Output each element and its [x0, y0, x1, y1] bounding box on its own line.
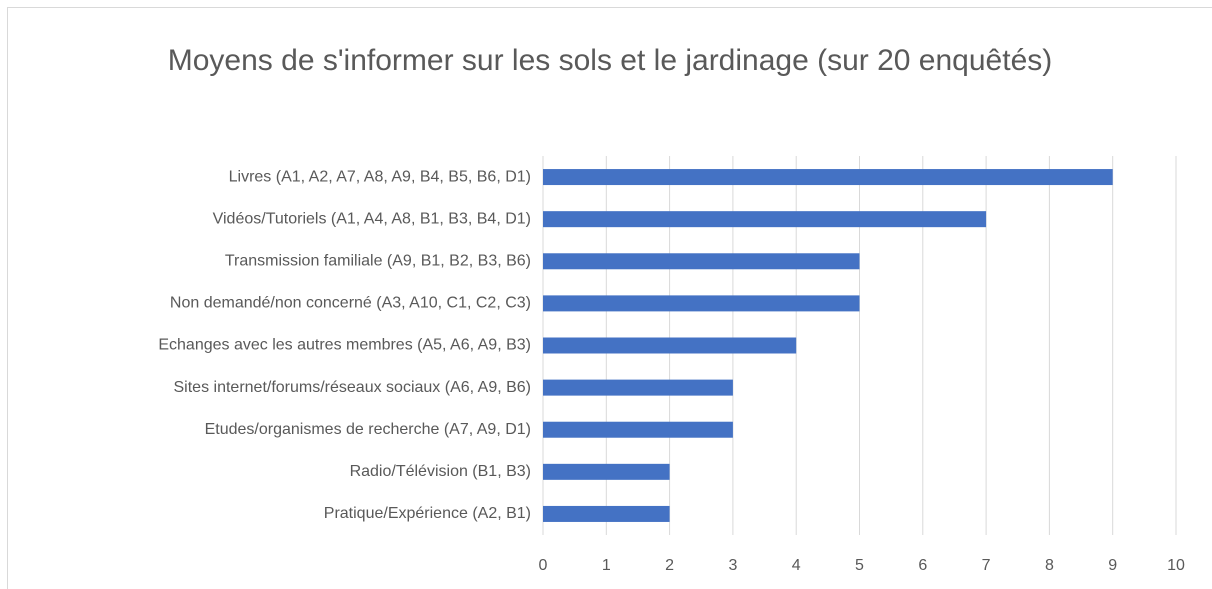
- chart-frame: [7, 7, 1212, 589]
- y-tick-label: Sites internet/forums/réseaux sociaux (A…: [174, 379, 532, 396]
- y-tick-label: Radio/Télévision (B1, B3): [350, 463, 531, 480]
- y-tick-label: Livres (A1, A2, A7, A8, A9, B4, B5, B6, …: [229, 168, 531, 185]
- x-tick-label: 3: [728, 557, 737, 574]
- bar: [543, 253, 860, 270]
- x-tick-label: 7: [982, 557, 991, 574]
- y-tick-label: Echanges avec les autres membres (A5, A6…: [158, 337, 531, 354]
- bar: [543, 211, 987, 228]
- x-tick-label: 4: [792, 557, 801, 574]
- chart-title: Moyens de s'informer sur les sols et le …: [167, 44, 1053, 77]
- bar: [543, 421, 733, 438]
- bar: [543, 463, 670, 480]
- x-tick-label: 1: [602, 557, 611, 574]
- x-tick-label: 9: [1108, 557, 1117, 574]
- bar: [543, 169, 1113, 186]
- x-tick-label: 8: [1045, 557, 1054, 574]
- bar: [543, 295, 860, 312]
- x-tick-label: 2: [665, 557, 674, 574]
- y-tick-label: Non demandé/non concerné (A3, A10, C1, C…: [170, 295, 531, 312]
- x-tick-label: 10: [1167, 557, 1185, 574]
- y-tick-label: Etudes/organismes de recherche (A7, A9, …: [205, 421, 531, 438]
- bar: [543, 505, 670, 522]
- x-tick-label: 5: [855, 557, 864, 574]
- y-tick-label: Vidéos/Tutoriels (A1, A4, A8, B1, B3, B4…: [213, 210, 531, 227]
- y-tick-label: Pratique/Expérience (A2, B1): [324, 505, 531, 522]
- x-tick-label: 6: [918, 557, 927, 574]
- bar: [543, 379, 733, 396]
- y-tick-label: Transmission familiale (A9, B1, B2, B3, …: [225, 252, 531, 269]
- bar: [543, 337, 797, 354]
- x-tick-label: 0: [539, 557, 548, 574]
